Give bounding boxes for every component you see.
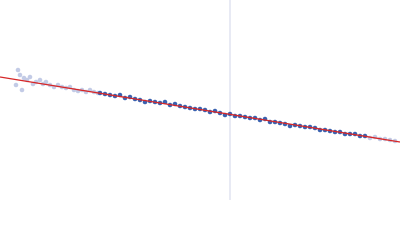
data-point [19, 87, 25, 93]
data-point [27, 74, 33, 80]
fit-line [0, 76, 400, 143]
data-point [15, 67, 21, 73]
data-point [13, 82, 19, 88]
data-point [37, 77, 43, 83]
chart [0, 0, 400, 200]
data-point [43, 79, 49, 85]
page: (() => { const data = JSON.parse(documen… [0, 0, 400, 200]
data-point [17, 72, 23, 78]
